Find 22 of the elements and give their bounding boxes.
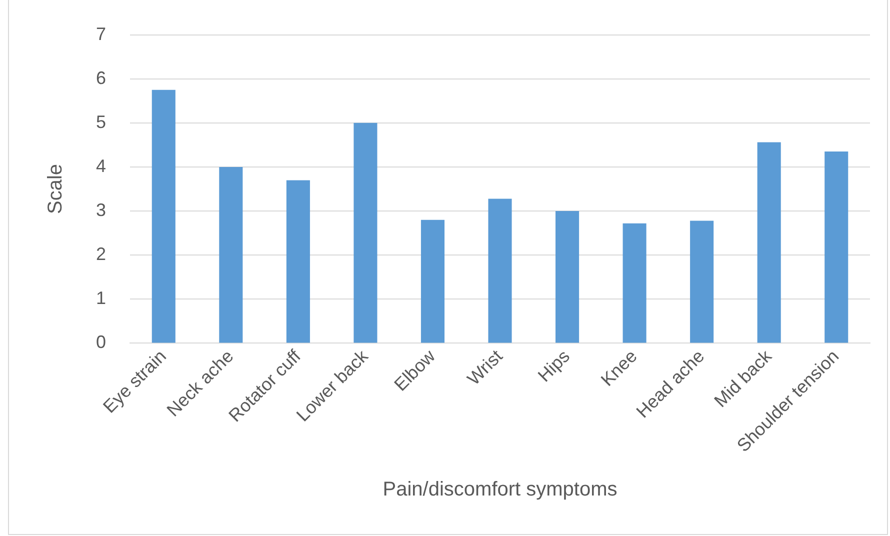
x-axis-title: Pain/discomfort symptoms (382, 478, 618, 501)
bar (757, 142, 781, 343)
y-tick-label: 1 (96, 288, 106, 308)
y-tick-label: 0 (96, 332, 106, 352)
y-tick-label: 3 (96, 200, 106, 220)
bar (690, 220, 714, 343)
y-axis-title: Scale (44, 164, 67, 214)
x-tick-label: Hips (534, 346, 574, 386)
bar (556, 211, 580, 343)
bar (286, 180, 310, 343)
y-tick-label: 7 (96, 24, 106, 44)
bar (152, 90, 176, 343)
bar (219, 166, 243, 343)
bar (622, 223, 646, 343)
y-tick-label: 4 (96, 156, 106, 176)
bar (824, 152, 848, 343)
bar (354, 122, 378, 343)
y-tick-label: 5 (96, 112, 106, 132)
bar (420, 220, 445, 343)
bar (488, 198, 512, 343)
y-tick-label: 6 (96, 68, 106, 88)
y-tick-label: 2 (96, 244, 106, 264)
